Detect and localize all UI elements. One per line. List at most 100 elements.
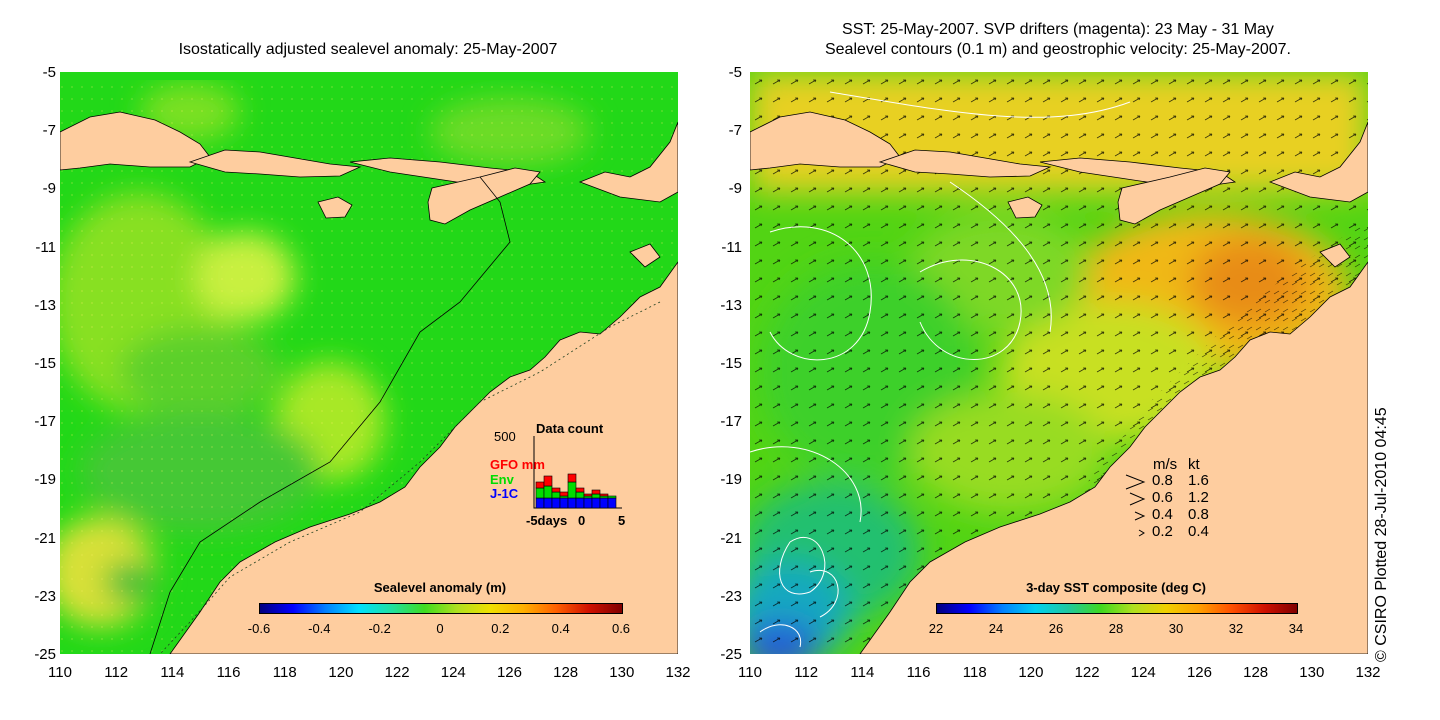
y-tick-label: -21 bbox=[34, 529, 56, 547]
y-tick-label: -19 bbox=[34, 471, 56, 489]
y-tick-label: -9 bbox=[42, 180, 56, 198]
y-tick-label: -21 bbox=[720, 529, 742, 547]
x-tick-label: 130 bbox=[609, 664, 635, 681]
left-colorbar-title: Sealevel anomaly (m) bbox=[373, 580, 507, 595]
y-tick-label: -11 bbox=[35, 238, 56, 256]
legend-header-kt: kt bbox=[1188, 456, 1200, 473]
colorbar-tick-label: -0.2 bbox=[368, 621, 391, 636]
x-tick-label: 128 bbox=[1243, 664, 1269, 681]
x-tick-label: 132 bbox=[665, 664, 691, 681]
y-tick-label: -5 bbox=[728, 64, 742, 81]
legend-arrows bbox=[1125, 474, 1146, 537]
y-tick-label: -13 bbox=[34, 296, 56, 314]
colorbar-tick-label: 30 bbox=[1168, 621, 1184, 636]
x-tick-label: 122 bbox=[1074, 664, 1100, 681]
x-tick-label: 132 bbox=[1355, 664, 1381, 681]
x-tick-label: 128 bbox=[553, 664, 579, 681]
right-land bbox=[750, 111, 1368, 654]
left-map-title: Isostatically adjusted sealevel anomaly:… bbox=[178, 41, 558, 58]
left-shelf-contour bbox=[149, 176, 511, 654]
y-tick-label: -15 bbox=[34, 355, 56, 372]
x-tick-label: 126 bbox=[496, 664, 522, 681]
legend-row-kt-4: 0.4 bbox=[1188, 523, 1209, 540]
y-tick-label: -13 bbox=[720, 296, 742, 314]
data-count-x-start: -5days bbox=[526, 513, 568, 528]
series-j1c-label: J-1C bbox=[490, 486, 519, 501]
data-count-title: Data count bbox=[536, 421, 604, 436]
colorbar-tick-label: 26 bbox=[1048, 621, 1064, 636]
y-tick-label: -17 bbox=[720, 413, 742, 431]
y-tick-label: -7 bbox=[42, 122, 56, 140]
colorbar-tick-label: 24 bbox=[988, 621, 1004, 636]
legend-row-kt-3: 0.8 bbox=[1188, 506, 1209, 523]
y-tick-label: -9 bbox=[728, 180, 742, 198]
right-sealevel-contours bbox=[750, 91, 1131, 648]
x-tick-label: 114 bbox=[160, 664, 185, 681]
colorbar-tick-label: 0 bbox=[436, 621, 444, 636]
y-tick-label: -25 bbox=[720, 646, 742, 663]
right-colorbar bbox=[936, 603, 1298, 614]
colorbar-tick-label: 0.2 bbox=[491, 621, 510, 636]
colorbar-tick-label: 22 bbox=[928, 621, 944, 636]
legend-arrow-08 bbox=[1125, 474, 1146, 490]
y-tick-label: -11 bbox=[721, 238, 742, 256]
left-map-graphic bbox=[60, 72, 678, 654]
y-tick-label: -7 bbox=[728, 122, 742, 140]
x-tick-label: 112 bbox=[104, 664, 129, 681]
legend-arrow-06 bbox=[1129, 492, 1146, 506]
right-shelf-current-vectors bbox=[1010, 222, 1368, 632]
y-tick-label: -17 bbox=[34, 413, 56, 431]
colorbar-tick-label: 0.6 bbox=[611, 621, 631, 636]
data-count-histogram bbox=[533, 436, 622, 509]
right-colorbar-title: 3-day SST composite (deg C) bbox=[1026, 580, 1206, 595]
y-tick-label: -19 bbox=[720, 471, 742, 489]
x-tick-label: 122 bbox=[384, 664, 410, 681]
colorbar-tick-label: 32 bbox=[1228, 621, 1244, 636]
x-tick-label: 110 bbox=[738, 664, 762, 681]
y-tick-label: -25 bbox=[34, 646, 56, 663]
data-count-x-zero: 0 bbox=[578, 513, 586, 528]
right-sst-map bbox=[750, 72, 1368, 654]
legend-row-ms-2: 0.6 bbox=[1152, 489, 1173, 506]
x-tick-label: 114 bbox=[850, 664, 875, 681]
y-tick-label: -15 bbox=[720, 355, 742, 372]
right-map-graphic bbox=[750, 72, 1368, 654]
copyright-notice: © CSIRO Plotted 28-Jul-2010 04:45 bbox=[1373, 407, 1390, 662]
colorbar-tick-label: 28 bbox=[1108, 621, 1124, 636]
x-tick-label: 126 bbox=[1186, 664, 1212, 681]
legend-row-kt-1: 1.6 bbox=[1188, 472, 1209, 489]
legend-arrow-02 bbox=[1138, 529, 1145, 537]
x-tick-label: 124 bbox=[440, 664, 466, 681]
y-tick-label: -23 bbox=[720, 587, 742, 605]
colorbar-tick-label: 34 bbox=[1288, 621, 1304, 636]
right-map-title-line2: Sealevel contours (0.1 m) and geostrophi… bbox=[824, 41, 1291, 58]
x-tick-label: 112 bbox=[794, 664, 819, 681]
legend-row-ms-4: 0.2 bbox=[1152, 523, 1173, 540]
series-gfo-label: GFO mm bbox=[490, 457, 545, 472]
x-tick-label: 120 bbox=[328, 664, 354, 681]
x-tick-label: 118 bbox=[962, 664, 987, 681]
legend-arrow-04 bbox=[1134, 511, 1146, 521]
x-tick-label: 118 bbox=[272, 664, 297, 681]
left-sealevel-map bbox=[60, 72, 678, 654]
right-map-title-line1: SST: 25-May-2007. SVP drifters (magenta)… bbox=[842, 21, 1274, 38]
x-tick-label: 124 bbox=[1130, 664, 1156, 681]
x-tick-label: 116 bbox=[216, 664, 241, 681]
legend-header-ms: m/s bbox=[1153, 456, 1178, 473]
colorbar-tick-label: -0.6 bbox=[247, 621, 271, 636]
colorbar-tick-label: -0.4 bbox=[308, 621, 331, 636]
left-land bbox=[60, 72, 678, 654]
x-tick-label: 110 bbox=[48, 664, 72, 681]
colorbar-tick-label: 0.4 bbox=[551, 621, 570, 636]
legend-row-ms-1: 0.8 bbox=[1152, 472, 1173, 489]
y-tick-label: -5 bbox=[42, 64, 56, 81]
data-count-x-end: 5 bbox=[618, 513, 626, 528]
x-tick-label: 120 bbox=[1018, 664, 1044, 681]
x-tick-label: 130 bbox=[1299, 664, 1325, 681]
series-env-label: Env bbox=[490, 472, 514, 487]
legend-row-ms-3: 0.4 bbox=[1152, 506, 1173, 523]
legend-row-kt-2: 1.2 bbox=[1188, 489, 1209, 506]
data-count-ymax: 500 bbox=[494, 429, 516, 444]
left-colorbar bbox=[259, 603, 623, 614]
y-tick-label: -23 bbox=[34, 587, 56, 605]
